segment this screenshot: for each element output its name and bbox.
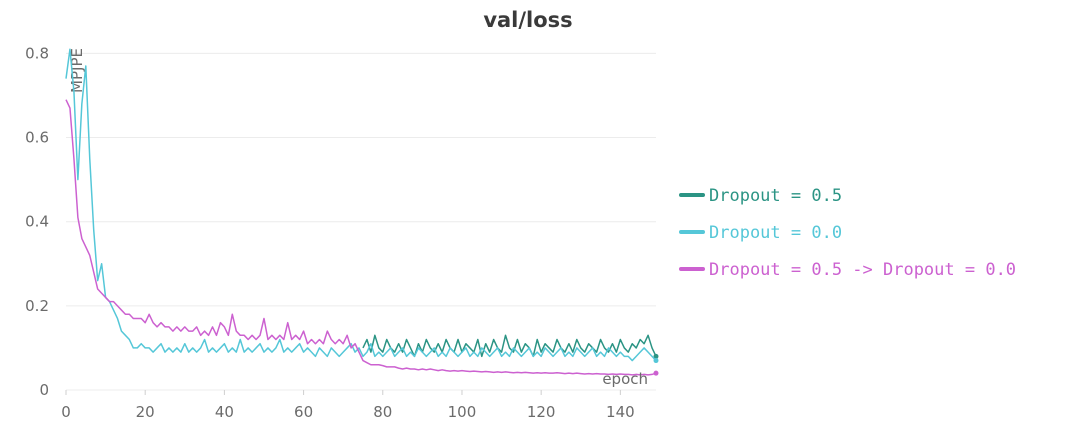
y-tick-label: 0 — [39, 381, 49, 399]
legend-label-3: Dropout = 0.5 -> Dropout = 0.0 — [709, 260, 1016, 280]
chart-title: val/loss — [483, 8, 572, 32]
x-tick-label: 60 — [294, 403, 313, 421]
x-tick-label: 120 — [527, 403, 556, 421]
x-axis-ticks: 0 20 40 60 80 100 120 140 — [61, 390, 635, 421]
x-tick-label: 40 — [215, 403, 234, 421]
x-tick-label: 20 — [136, 403, 155, 421]
legend-label-2: Dropout = 0.0 — [709, 223, 842, 243]
x-tick-label: 80 — [373, 403, 392, 421]
grid-lines — [66, 52, 656, 391]
y-tick-label: 0.8 — [25, 44, 49, 62]
series-line-1 — [362, 334, 657, 358]
x-tick-label: 0 — [61, 403, 71, 421]
series-end-point-2 — [653, 358, 659, 364]
legend: Dropout = 0.5 Dropout = 0.0 Dropout = 0.5 … — [679, 186, 1016, 280]
series-line-3 — [65, 99, 657, 376]
series-lines — [65, 48, 659, 376]
y-tick-label: 0.2 — [25, 297, 49, 315]
series-line-2 — [65, 48, 657, 362]
y-tick-label: 0.4 — [25, 213, 49, 231]
series-end-point-3 — [653, 370, 659, 376]
y-axis-ticks: 0 0.2 0.4 0.6 0.8 — [25, 44, 49, 399]
series-end-point-1 — [653, 353, 659, 359]
x-axis-title: epoch — [602, 370, 648, 388]
x-tick-label: 140 — [606, 403, 635, 421]
legend-label-1: Dropout = 0.5 — [709, 186, 842, 206]
y-tick-label: 0.6 — [25, 129, 49, 147]
x-tick-label: 100 — [448, 403, 477, 421]
